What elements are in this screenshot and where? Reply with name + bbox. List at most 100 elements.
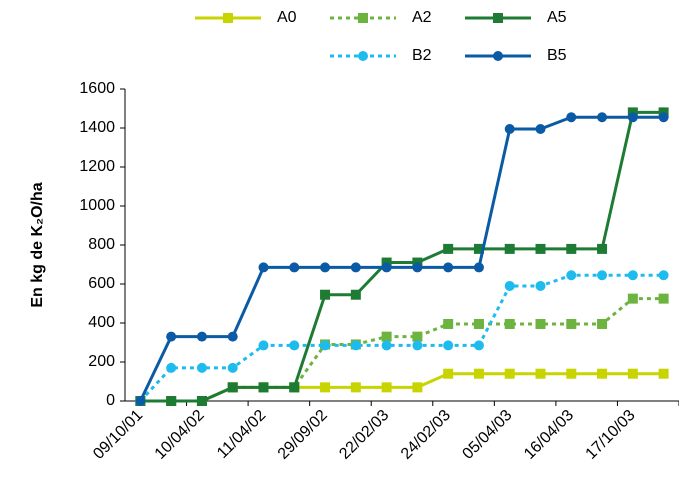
marker — [227, 382, 238, 393]
marker — [597, 243, 608, 254]
y-tick-label: 800 — [88, 236, 115, 253]
y-tick-label: 200 — [88, 353, 115, 370]
series-line — [140, 110, 664, 403]
marker — [627, 270, 638, 281]
marker — [166, 331, 177, 342]
marker — [535, 243, 546, 254]
legend-label: A5 — [547, 9, 567, 26]
marker — [597, 270, 608, 281]
marker — [320, 289, 331, 300]
marker — [658, 270, 669, 281]
marker — [223, 13, 233, 23]
marker — [535, 280, 546, 291]
marker — [493, 51, 503, 61]
marker — [443, 243, 454, 254]
marker — [258, 262, 269, 273]
marker — [350, 289, 361, 300]
marker — [627, 368, 638, 379]
x-tick-label: 10/04/02 — [152, 407, 208, 463]
marker — [504, 280, 515, 291]
series-line — [139, 115, 664, 402]
marker — [289, 382, 300, 393]
marker — [504, 368, 515, 379]
marker — [473, 368, 484, 379]
marker — [381, 382, 392, 393]
marker — [597, 368, 608, 379]
marker — [566, 243, 577, 254]
marker — [320, 340, 331, 351]
marker — [493, 13, 503, 23]
y-tick-label: 600 — [88, 275, 115, 292]
marker — [658, 368, 669, 379]
marker — [358, 51, 368, 61]
marker — [412, 262, 423, 273]
marker — [473, 318, 484, 329]
marker — [566, 270, 577, 281]
marker — [473, 262, 484, 273]
marker — [196, 396, 207, 406]
marker — [412, 331, 423, 342]
marker — [627, 112, 638, 123]
x-tick-label: 09/10/01 — [90, 407, 146, 463]
marker — [196, 362, 207, 373]
marker — [535, 318, 546, 329]
x-tick-label: 16/04/03 — [521, 407, 577, 463]
x-tick-label: 24/02/03 — [398, 407, 454, 463]
marker — [658, 112, 669, 123]
marker — [320, 382, 331, 393]
y-tick-label: 1200 — [79, 158, 115, 175]
marker — [597, 112, 608, 123]
marker — [597, 318, 608, 329]
y-tick-label: 400 — [88, 314, 115, 331]
x-tick-label: 11/04/02 — [214, 407, 269, 462]
marker — [381, 340, 392, 351]
marker — [227, 331, 238, 342]
y-axis-label: En kg de K₂O/ha — [29, 182, 46, 307]
series-line — [140, 372, 664, 403]
marker — [443, 340, 454, 351]
legend-label: B2 — [412, 47, 432, 64]
marker — [566, 368, 577, 379]
marker — [258, 382, 269, 393]
series-line — [140, 297, 664, 403]
marker — [320, 262, 331, 273]
marker — [350, 382, 361, 393]
marker — [535, 368, 546, 379]
marker — [566, 318, 577, 329]
x-tick-label: 05/04/03 — [459, 407, 515, 463]
marker — [350, 262, 361, 273]
x-tick-label: 17/10/03 — [583, 407, 639, 463]
marker — [566, 112, 577, 123]
marker — [350, 340, 361, 351]
marker — [258, 340, 269, 351]
marker — [166, 362, 177, 373]
y-tick-label: 0 — [106, 392, 115, 409]
marker — [504, 318, 515, 329]
y-tick-label: 1600 — [79, 80, 115, 97]
marker — [535, 123, 546, 134]
marker — [504, 123, 515, 134]
x-tick-label: 22/02/03 — [336, 407, 392, 463]
legend-label: A0 — [277, 9, 297, 26]
marker — [658, 293, 669, 304]
marker — [504, 243, 515, 254]
marker — [381, 331, 392, 342]
marker — [627, 293, 638, 304]
legend-label: B5 — [547, 47, 567, 64]
marker — [443, 262, 454, 273]
y-tick-label: 1400 — [79, 119, 115, 136]
marker — [227, 362, 238, 373]
marker — [166, 396, 177, 406]
marker — [135, 396, 146, 406]
legend-label: A2 — [412, 9, 432, 26]
marker — [473, 340, 484, 351]
marker — [196, 331, 207, 342]
marker — [443, 318, 454, 329]
x-tick-label: 29/09/02 — [275, 407, 331, 463]
y-tick-label: 1000 — [79, 197, 115, 214]
marker — [412, 340, 423, 351]
marker — [473, 243, 484, 254]
marker — [381, 262, 392, 273]
marker — [443, 368, 454, 379]
